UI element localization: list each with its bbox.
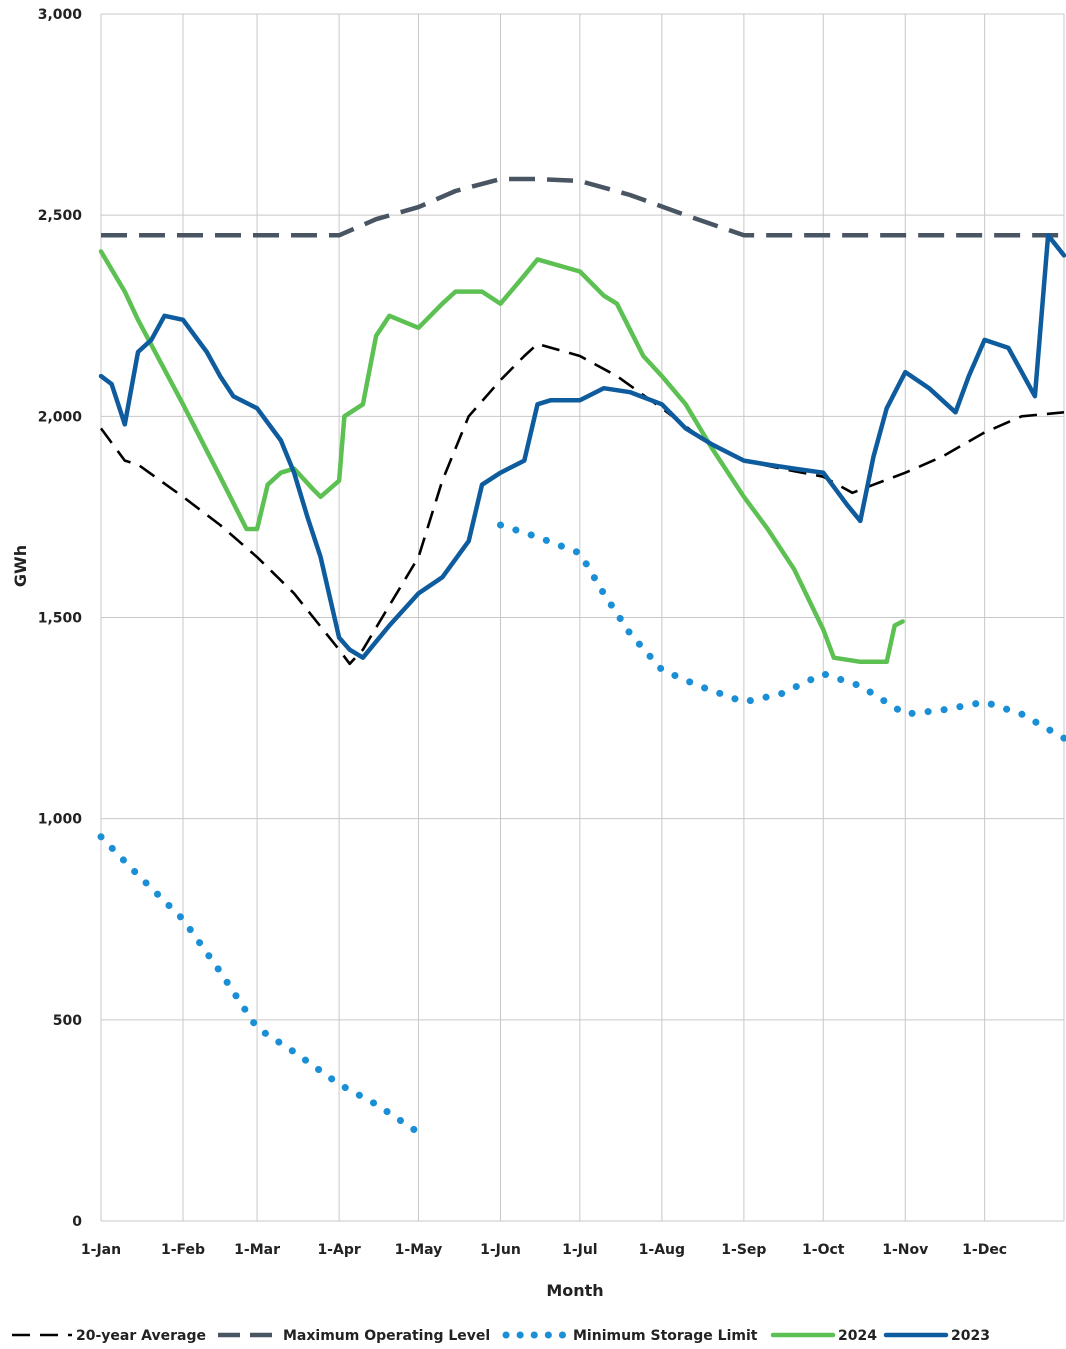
legend-label-2024: 2024: [838, 1328, 877, 1344]
x-tick-label: 1-Aug: [639, 1242, 685, 1258]
x-tick-label: 1-Apr: [317, 1242, 360, 1258]
legend-label-2023: 2023: [951, 1328, 990, 1344]
x-tick-label: 1-May: [395, 1242, 443, 1258]
legend-label-20-year-average: 20-year Average: [76, 1328, 206, 1344]
y-tick-label: 0: [72, 1214, 82, 1230]
legend-label-maximum-operating-level: Maximum Operating Level: [283, 1328, 490, 1344]
series-line-minimum-storage-limit: [97, 521, 1066, 1136]
x-tick-label: 1-Dec: [962, 1242, 1007, 1258]
grid-lines: [100, 13, 1065, 1222]
x-axis-title: Month: [546, 1281, 603, 1300]
y-axis-ticks: 0 500 1,000 1,500 2,000 2,500 3,000: [38, 7, 83, 1230]
legend: 20-year Average Maximum Operating Level Mi…: [12, 1328, 990, 1344]
x-tick-label: 1-Jan: [81, 1242, 121, 1258]
series-line-2024: [98, 249, 905, 665]
y-tick-label: 2,500: [38, 208, 83, 224]
series-lines: [97, 176, 1066, 1136]
x-tick-label: 1-Oct: [802, 1242, 845, 1258]
y-tick-label: 1,500: [38, 611, 83, 627]
y-tick-label: 3,000: [38, 7, 83, 23]
y-tick-label: 1,000: [38, 812, 83, 828]
series-line-2023: [98, 233, 1066, 660]
y-tick-label: 500: [53, 1013, 82, 1029]
x-tick-label: 1-Nov: [882, 1242, 928, 1258]
y-axis-title: GWh: [11, 545, 30, 587]
x-tick-label: 1-Mar: [234, 1242, 280, 1258]
y-tick-label: 2,000: [38, 409, 83, 425]
series-line-maximum-operating-level: [101, 176, 1064, 238]
x-tick-label: 1-Feb: [161, 1242, 205, 1258]
x-tick-label: 1-Sep: [721, 1242, 766, 1258]
x-axis-ticks: 1-Jan 1-Feb 1-Mar 1-Apr 1-May 1-Jun 1-Jul 1-Aug…: [81, 1242, 1007, 1258]
x-tick-label: 1-Jun: [480, 1242, 521, 1258]
series-line-20-year-average: [99, 342, 1065, 666]
legend-label-minimum-storage-limit: Minimum Storage Limit: [573, 1328, 758, 1344]
x-tick-label: 1-Jul: [562, 1242, 598, 1258]
